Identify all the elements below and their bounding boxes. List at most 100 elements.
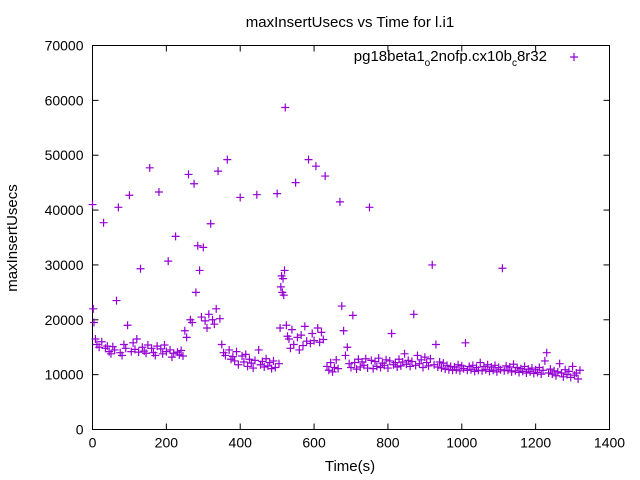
data-point — [542, 348, 551, 357]
data-point — [114, 203, 123, 212]
data-point — [123, 321, 132, 330]
data-point — [241, 350, 250, 359]
data-point — [151, 351, 160, 360]
data-point — [267, 364, 276, 373]
data-point — [561, 365, 570, 374]
data-point — [201, 316, 210, 325]
data-point — [291, 178, 300, 187]
data-point — [372, 362, 381, 371]
data-point — [439, 359, 448, 368]
legend: pg18beta1o2nofp.cx10bc8r32 — [354, 48, 578, 69]
data-point — [465, 362, 474, 371]
data-point — [310, 336, 319, 345]
data-point — [526, 367, 535, 376]
data-point — [91, 334, 100, 343]
data-point — [156, 344, 165, 353]
data-point — [284, 334, 293, 343]
data-point — [238, 351, 247, 360]
x-tick-label: 1000 — [446, 435, 477, 451]
data-point — [481, 365, 490, 374]
data-point — [509, 360, 518, 369]
data-point — [548, 370, 557, 379]
data-point — [478, 366, 487, 375]
data-point — [106, 349, 115, 358]
data-point — [413, 351, 422, 360]
legend-part-1: pg18beta1 — [354, 48, 425, 65]
data-point — [575, 366, 584, 375]
data-point — [387, 329, 396, 338]
data-point — [350, 358, 359, 367]
data-point — [470, 367, 479, 376]
data-point — [142, 349, 151, 358]
data-point — [223, 155, 232, 164]
data-point — [239, 358, 248, 367]
y-tick-label: 20000 — [45, 312, 84, 328]
data-point — [276, 324, 285, 333]
data-point — [343, 343, 352, 352]
data-point — [409, 310, 418, 319]
data-point — [138, 343, 147, 352]
data-point — [319, 335, 328, 344]
data-point — [119, 340, 128, 349]
data-point — [243, 362, 252, 371]
data-point — [522, 368, 531, 377]
data-point — [557, 368, 566, 377]
data-point — [539, 366, 548, 375]
data-point — [308, 329, 317, 338]
data-point — [245, 355, 254, 364]
data-point — [217, 340, 226, 349]
x-tick-label: 800 — [376, 435, 400, 451]
data-point — [489, 366, 498, 375]
data-point — [511, 366, 520, 375]
data-point — [260, 362, 269, 371]
data-point — [419, 363, 428, 372]
data-point — [197, 313, 206, 322]
data-point — [564, 367, 573, 376]
data-point — [492, 367, 501, 376]
data-point — [206, 219, 215, 228]
data-point — [143, 341, 152, 350]
data-point — [89, 304, 98, 313]
data-point — [178, 351, 187, 360]
data-point — [367, 356, 376, 365]
data-point — [365, 203, 374, 212]
data-point — [97, 337, 106, 346]
data-point — [400, 349, 409, 358]
data-point — [431, 340, 440, 349]
data-point — [208, 315, 217, 324]
data-point — [132, 334, 141, 343]
data-point — [175, 350, 184, 359]
data-point — [433, 362, 442, 371]
data-point — [265, 358, 274, 367]
data-point — [108, 342, 117, 351]
data-point — [121, 344, 130, 353]
data-point — [313, 324, 322, 333]
x-tick-label: 400 — [229, 435, 253, 451]
data-point — [415, 359, 424, 368]
data-point — [190, 179, 199, 188]
data-point — [404, 356, 413, 365]
data-point — [279, 291, 288, 300]
data-point — [335, 197, 344, 206]
data-point — [215, 314, 224, 323]
data-point — [345, 359, 354, 368]
data-point — [250, 356, 259, 365]
data-point — [230, 356, 239, 365]
data-point — [382, 355, 391, 364]
data-point — [180, 326, 189, 335]
data-point — [286, 344, 295, 353]
data-point — [232, 347, 241, 356]
data-point — [195, 266, 204, 275]
data-point — [437, 364, 446, 373]
data-point — [347, 363, 355, 372]
data-point — [502, 361, 511, 370]
data-point — [279, 274, 288, 283]
data-point — [171, 232, 180, 241]
data-point — [322, 362, 331, 371]
data-point — [118, 351, 127, 360]
data-point — [428, 260, 437, 269]
data-point — [339, 326, 348, 335]
data-point — [546, 365, 555, 374]
data-point — [269, 356, 278, 365]
